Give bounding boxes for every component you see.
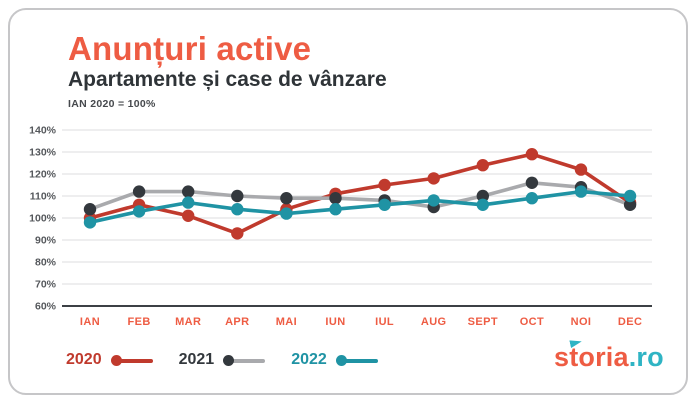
y-axis-tick-label: 140%: [29, 125, 57, 137]
data-point-2021-ian: [83, 203, 97, 216]
x-axis-tick-label-iun: IUN: [325, 316, 345, 328]
data-point-2021-dec: [623, 198, 637, 211]
legend-item-2020: 2020: [66, 351, 153, 369]
legend-item-2021: 2021: [179, 351, 266, 369]
x-axis-tick-label-apr: APR: [225, 316, 249, 328]
data-point-2022-mar: [182, 196, 195, 209]
data-point-2022-sept: [476, 198, 489, 211]
data-point-2022-aug: [427, 194, 440, 207]
chart-card: [8, 8, 688, 395]
index-base-note: IAN 2020 = 100%: [68, 98, 156, 110]
data-point-2021-iun: [329, 192, 342, 205]
data-point-2022-feb: [132, 205, 146, 218]
legend-swatch: [110, 354, 153, 366]
y-axis-tick-label: 110%: [30, 191, 57, 203]
x-axis-tick-label-dec: DEC: [618, 316, 642, 328]
x-axis-tick-label-noi: NOI: [571, 316, 592, 328]
legend-label: 2022: [291, 351, 327, 368]
legend-label: 2020: [66, 351, 102, 368]
legend-line-sample: [227, 359, 266, 363]
x-axis-tick-label-mar: MAR: [175, 316, 201, 328]
data-point-2020-sept: [476, 159, 489, 172]
series-line-2022: [88, 189, 632, 225]
data-point-2021-mar: [182, 185, 195, 198]
legend-line-sample: [339, 359, 378, 363]
data-point-2022-iul: [378, 198, 391, 211]
data-point-2022-oct: [525, 192, 539, 205]
data-point-2020-iul: [378, 178, 391, 192]
data-point-2020-oct: [525, 148, 539, 161]
data-point-2020-aug: [427, 172, 440, 185]
data-point-2021-mai: [280, 192, 293, 205]
data-point-2022-noi: [574, 185, 588, 198]
x-axis-tick-label-oct: OCT: [520, 316, 544, 328]
y-axis-tick-label: 100%: [29, 213, 57, 225]
legend-dot-sample: [110, 355, 122, 366]
legend-label: 2021: [178, 351, 215, 368]
logo-brand-text: storia: [554, 342, 629, 373]
data-point-2022-iun: [329, 203, 342, 216]
data-point-2022-apr: [231, 203, 244, 216]
chart-legend: 2020 2021 2022: [66, 348, 378, 372]
data-point-2021-sept: [476, 189, 489, 203]
legend-swatch: [223, 354, 266, 366]
y-axis-tick-label: 60%: [35, 301, 57, 313]
data-point-2020-noi: [574, 163, 588, 176]
x-axis-tick-label-mai: MAI: [276, 316, 297, 328]
y-axis-tick-label: 130%: [29, 147, 57, 159]
data-point-2021-oct: [525, 176, 539, 189]
legend-line-sample: [114, 359, 153, 363]
x-axis-tick-label-aug: AUG: [421, 316, 447, 328]
series-line-2020: [88, 152, 632, 236]
data-point-2021-feb: [132, 185, 146, 198]
legend-swatch: [335, 354, 378, 366]
x-axis-tick-label-sept: SEPT: [468, 316, 498, 328]
y-axis-tick-label: 90%: [35, 235, 57, 247]
logo-tld-text: .ro: [628, 342, 664, 372]
legend-item-2022: 2022: [291, 351, 378, 369]
data-point-2021-apr: [231, 189, 244, 203]
data-point-2022-mai: [280, 207, 293, 220]
x-axis-tick-label-feb: FEB: [127, 316, 150, 328]
data-point-2022-ian: [83, 216, 97, 229]
storia-logo: storia .ro: [554, 342, 664, 373]
legend-dot-sample: [335, 355, 347, 366]
y-axis-tick-label: 70%: [35, 279, 57, 291]
y-axis-tick-label: 120%: [29, 169, 57, 181]
legend-dot-sample: [223, 355, 235, 366]
page-title: Anunțuri active: [68, 30, 312, 67]
series-line-2021: [88, 181, 632, 211]
y-axis-tick-label: 80%: [35, 257, 57, 269]
page-subtitle: Apartamente și case de vânzare: [68, 68, 387, 91]
data-point-2020-mar: [182, 209, 195, 222]
data-point-2022-dec: [623, 189, 637, 203]
x-axis-tick-label-ian: IAN: [80, 316, 100, 328]
data-point-2020-apr: [231, 227, 244, 240]
x-axis-tick-label-iul: IUL: [375, 316, 394, 328]
